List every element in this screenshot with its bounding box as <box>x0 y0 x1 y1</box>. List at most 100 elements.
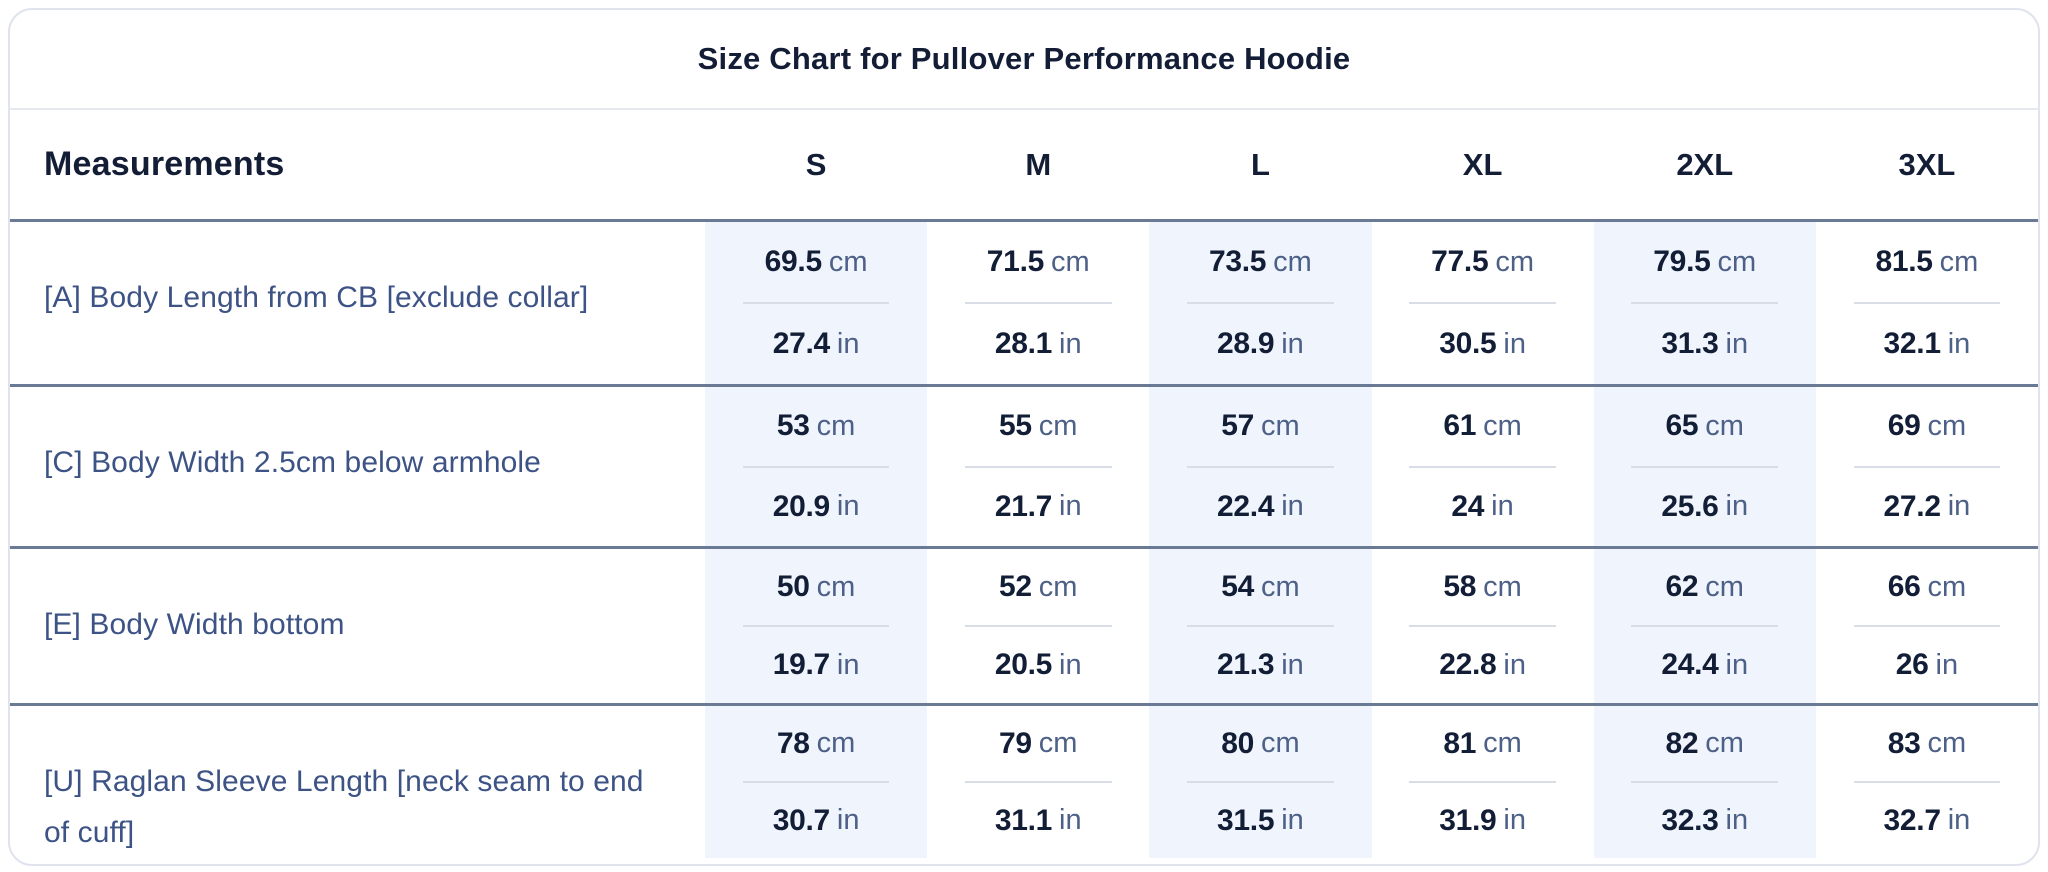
cm-value: 69.5 cm <box>705 222 927 302</box>
in-value: 28.9 in <box>1149 304 1371 384</box>
value-number: 30.7 <box>772 803 831 837</box>
cm-value: 73.5 cm <box>1149 222 1371 302</box>
value-unit: in <box>1281 804 1304 836</box>
size-chart-title: Size Chart for Pullover Performance Hood… <box>697 41 1351 76</box>
cm-value: 62 cm <box>1594 549 1816 625</box>
in-value: 30.5 in <box>1372 304 1594 384</box>
in-value: 27.2 in <box>1816 468 2038 547</box>
value-unit: cm <box>1939 245 1979 278</box>
size-cell: 69.5 cm 27.4 in <box>705 222 928 384</box>
column-header-size-s: S <box>805 146 827 182</box>
cm-in-divider <box>1187 625 1334 627</box>
measurement-label: [E] Body Width bottom <box>44 608 345 641</box>
cm-in-divider <box>1409 625 1556 627</box>
value-unit: cm <box>1483 409 1522 442</box>
value-number: 27.2 <box>1883 489 1942 523</box>
value-number: 78 <box>776 726 810 760</box>
cm-value: 65 cm <box>1594 387 1816 466</box>
value-unit: cm <box>1260 570 1300 603</box>
value-number: 21.3 <box>1217 648 1275 681</box>
value-number: 66 <box>1887 570 1921 603</box>
cm-value: 52 cm <box>927 549 1149 625</box>
value-unit: cm <box>1927 409 1967 442</box>
in-value: 32.1 in <box>1816 304 2038 384</box>
cm-value: 66 cm <box>1816 549 2038 625</box>
value-number: 22.8 <box>1439 648 1497 681</box>
value-number: 31.3 <box>1661 327 1719 360</box>
value-unit: in <box>1947 804 1971 836</box>
value-number: 21.7 <box>994 489 1053 523</box>
value-number: 71.5 <box>986 245 1045 278</box>
size-cell: 66 cm 26 in <box>1816 549 2038 703</box>
in-value: 31.9 in <box>1372 783 1594 858</box>
value-number: 32.1 <box>1883 327 1942 360</box>
value-unit: in <box>1281 327 1304 360</box>
size-cell: 71.5 cm 28.1 in <box>927 222 1149 384</box>
in-value: 26 in <box>1816 627 2038 703</box>
value-unit: cm <box>1495 245 1535 278</box>
in-value: 20.9 in <box>705 468 927 547</box>
value-unit: cm <box>1038 727 1078 759</box>
cm-value: 69 cm <box>1816 387 2038 466</box>
table-row: [E] Body Width bottom 50 cm 19.7 in 52 cm 20.5 i… <box>10 546 2038 703</box>
size-cell: 79.5 cm 31.3 in <box>1593 222 1816 384</box>
cm-value: 61 cm <box>1372 387 1594 466</box>
value-number: 19.7 <box>772 648 831 681</box>
value-number: 30.5 <box>1439 327 1497 360</box>
size-cell: 65 cm 25.6 in <box>1593 387 1816 547</box>
size-cell: 54 cm 21.3 in <box>1149 549 1372 703</box>
value-number: 65 <box>1665 409 1699 443</box>
value-unit: in <box>1503 327 1526 360</box>
cm-in-divider <box>742 465 890 468</box>
value-number: 52 <box>999 570 1032 603</box>
column-header-size-xl: XL <box>1462 146 1503 182</box>
table-row: [A] Body Length from CB [exclude collar]… <box>10 222 2038 384</box>
value-number: 77.5 <box>1431 245 1489 278</box>
cm-in-divider <box>1631 781 1779 783</box>
value-number: 32.3 <box>1661 803 1719 837</box>
value-unit: cm <box>1717 245 1757 278</box>
cm-value: 71.5 cm <box>927 222 1149 302</box>
value-unit: in <box>1503 648 1526 681</box>
cm-in-divider <box>1409 302 1556 304</box>
value-number: 31.1 <box>994 803 1053 837</box>
measurement-label: [U] Raglan Sleeve Length [neck seam to e… <box>44 765 644 849</box>
value-unit: cm <box>1051 245 1090 278</box>
in-value: 19.7 in <box>705 627 927 703</box>
cm-in-divider <box>1853 625 2001 627</box>
value-number: 24 <box>1451 489 1485 523</box>
value-unit: cm <box>1927 727 1967 759</box>
in-value: 31.3 in <box>1594 304 1816 384</box>
in-value: 31.5 in <box>1149 783 1371 858</box>
table-row: [C] Body Width 2.5cm below armhole 53 cm 20… <box>10 384 2038 546</box>
value-unit: in <box>1491 490 1514 523</box>
size-cell: 81 cm 31.9 in <box>1372 706 1594 858</box>
size-cell: 55 cm 21.7 in <box>927 387 1149 546</box>
value-number: 61 <box>1443 409 1477 443</box>
value-unit: in <box>1059 648 1082 681</box>
size-cell: 62 cm 24.4 in <box>1593 549 1816 703</box>
value-unit: cm <box>1705 570 1744 603</box>
size-chart-title-row: Size Chart for Pullover Performance Hood… <box>10 10 2038 110</box>
value-number: 80 <box>1221 726 1254 760</box>
value-unit: cm <box>1705 409 1744 442</box>
value-number: 28.1 <box>994 327 1053 360</box>
size-cell: 69 cm 27.2 in <box>1816 387 2038 546</box>
value-unit: in <box>1503 804 1526 836</box>
value-number: 54 <box>1221 570 1254 603</box>
value-number: 22.4 <box>1217 489 1275 523</box>
cm-value: 79 cm <box>927 706 1149 781</box>
cm-value: 79.5 cm <box>1594 222 1816 302</box>
in-value: 21.7 in <box>927 468 1149 547</box>
cm-in-divider <box>1631 625 1779 627</box>
cm-value: 81.5 cm <box>1816 222 2038 302</box>
size-cell: 82 cm 32.3 in <box>1593 706 1816 858</box>
value-number: 25.6 <box>1661 489 1719 523</box>
value-unit: in <box>1725 804 1749 836</box>
cm-value: 50 cm <box>705 549 927 625</box>
cm-value: 83 cm <box>1816 706 2038 781</box>
value-unit: in <box>1725 648 1749 681</box>
value-unit: in <box>1281 490 1304 523</box>
in-value: 25.6 in <box>1594 468 1816 547</box>
cm-in-divider <box>1853 302 2001 304</box>
